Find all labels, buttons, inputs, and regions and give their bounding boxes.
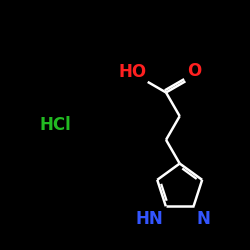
Text: HO: HO (118, 63, 146, 81)
Text: N: N (196, 210, 210, 228)
Text: HN: HN (135, 210, 163, 228)
Text: O: O (187, 62, 201, 80)
Text: HCl: HCl (40, 116, 71, 134)
